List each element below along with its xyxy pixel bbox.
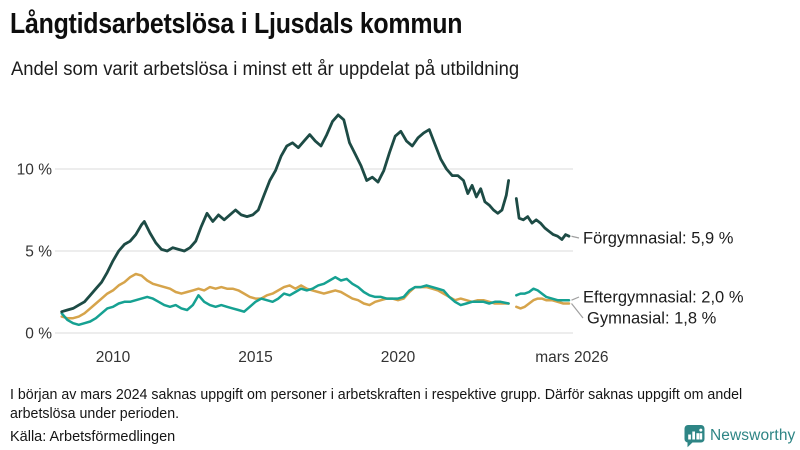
page-subtitle: Andel som varit arbetslösa i minst ett å… [11,59,520,80]
chart-footnote: I början av mars 2024 saknas uppgift om … [10,387,743,422]
newsworthy-logo-icon [684,425,705,448]
line-chart: 0 % 5 % 10 % 2010 2015 2020 mars 2026 Gymnasial… [17,113,744,366]
series-end-label-gymnasial: Gymnasial: 1,8 % [587,310,717,328]
series-end-label-eftergymnasial: Eftergymnasial: 2,0 % [583,289,744,307]
series-line-gymnasial [60,272,571,320]
y-tick-label: 10 % [17,162,53,179]
y-tick-label: 0 % [25,326,52,343]
label-leader-gymnasial [571,303,584,319]
x-tick-label: 2010 [96,349,131,366]
label-leader-förgymnasial [571,235,580,239]
source-label: Källa: Arbetsförmedlingen [10,429,176,445]
y-tick-label: 5 % [25,244,52,261]
x-tick-label: 2020 [381,349,416,366]
newsworthy-brand-name: Newsworthy [710,427,796,444]
newsworthy-brand: Newsworthy [684,424,795,448]
series-line-förgymnasial [60,113,571,314]
x-tick-label: mars 2026 [535,349,608,366]
series-end-label-förgymnasial: Förgymnasial: 5,9 % [583,230,734,248]
label-leader-eftergymnasial [571,296,580,301]
page-title: Långtidsarbetslösa i Ljusdals kommun [10,8,463,40]
x-tick-label: 2015 [238,349,272,366]
series-line-eftergymnasial [60,275,571,327]
